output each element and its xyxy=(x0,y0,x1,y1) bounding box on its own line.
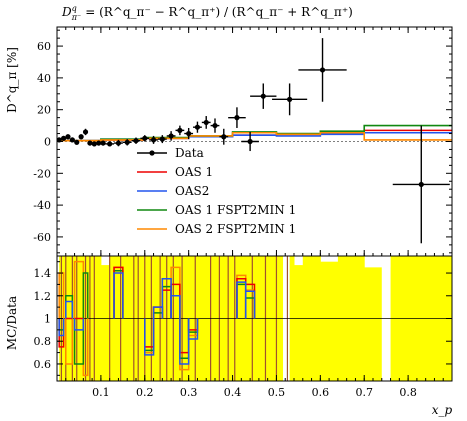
y-tick-label: 60 xyxy=(37,40,51,53)
data-point xyxy=(69,137,75,143)
data-point xyxy=(142,135,148,141)
legend-entry-label: OAS 1 FSPT2MIN 1 xyxy=(175,203,296,217)
data-points-group xyxy=(56,38,450,244)
legend-entry-label: Data xyxy=(175,146,204,160)
legend-entry-label: OAS 1 xyxy=(175,165,213,179)
ratio-y-tick-label: 1 xyxy=(44,313,51,326)
y-tick-label: 0 xyxy=(44,136,51,149)
data-point xyxy=(247,138,253,145)
legend-data-marker xyxy=(149,150,155,156)
ratio-mc-step xyxy=(244,290,256,319)
data-point xyxy=(319,67,326,73)
x-tick-label: 0.4 xyxy=(224,386,242,399)
data-point xyxy=(150,137,157,143)
x-tick-label: 0.1 xyxy=(92,386,110,399)
data-point xyxy=(74,139,80,145)
data-point xyxy=(65,134,71,140)
data-point xyxy=(260,93,266,99)
data-point xyxy=(115,140,122,146)
data-point xyxy=(177,127,183,133)
data-point xyxy=(60,135,67,141)
mc-series-line xyxy=(57,131,452,142)
ratio-mc-step xyxy=(58,318,65,337)
x-tick-label: 0.2 xyxy=(136,386,154,399)
ratio-mc-step xyxy=(179,318,190,365)
data-point xyxy=(124,139,130,145)
data-point xyxy=(234,115,240,121)
ratio-band-segment xyxy=(320,261,339,381)
ratio-y-tick-label: 0.8 xyxy=(34,335,52,348)
ratio-mc-step xyxy=(65,300,74,319)
y-tick-label: -60 xyxy=(33,231,51,244)
ratio-y-tick-label: 0.6 xyxy=(34,358,52,371)
data-point xyxy=(82,129,89,135)
ratio-mc-step xyxy=(170,295,181,319)
data-point xyxy=(168,133,174,139)
legend: Data OAS 1 OAS2 OAS 1 FSPT2MIN 1 OAS 2 FSPT2… xyxy=(137,146,296,236)
ratio-mc-step xyxy=(73,318,85,365)
ratio-y-tick-label: 1.2 xyxy=(34,290,52,303)
mc-series-group xyxy=(57,124,452,142)
data-point xyxy=(91,141,97,147)
data-point xyxy=(87,140,93,146)
x-tick-label: 0.8 xyxy=(399,386,417,399)
ratio-mc-step xyxy=(144,318,155,356)
x-tick-label: 0.5 xyxy=(268,386,286,399)
y-tick-label: 20 xyxy=(37,104,51,117)
data-point xyxy=(418,181,424,188)
y-tick-label: 40 xyxy=(37,72,51,85)
ratio-mc-step xyxy=(187,318,199,340)
ratio-mc-step xyxy=(65,318,74,365)
ratio-mc-step xyxy=(113,272,124,319)
tick-group: 60 40 20 0 -20 -40 -60 1.4 1.2 1 0.8 0.6 0.1 0.2 0.3 0.… xyxy=(33,27,452,399)
chart-title: Dq π⁻ = (R^q_π⁻ − R^q_π⁺) / (R^q_π⁻ + R^q_… xyxy=(61,4,353,22)
x-tick-label: 0.6 xyxy=(312,386,330,399)
data-point xyxy=(186,130,192,137)
data-point xyxy=(221,134,227,140)
data-point xyxy=(96,140,102,146)
data-point xyxy=(100,140,106,146)
ratio-mc-step xyxy=(82,272,89,319)
data-point xyxy=(212,122,218,129)
data-point xyxy=(287,96,293,102)
legend-entry-label: OAS2 xyxy=(175,184,209,198)
data-point xyxy=(107,141,113,147)
y-axis-label: D^q_π [%] xyxy=(5,47,19,113)
legend-entry-label: OAS 2 FSPT2MIN 1 xyxy=(175,222,296,236)
ratio-band-segment xyxy=(100,265,111,381)
ratio-y-tick-label: 1.4 xyxy=(34,267,52,280)
x-axis-label: x_p xyxy=(432,403,453,417)
data-point xyxy=(133,138,139,144)
ratio-y-axis-label: MC/Data xyxy=(5,296,19,350)
data-point xyxy=(203,119,209,126)
y-tick-label: -20 xyxy=(33,167,51,180)
ratio-band-segment xyxy=(294,265,304,381)
data-point xyxy=(159,136,165,142)
data-point xyxy=(194,124,201,130)
data-point xyxy=(78,134,84,140)
ratio-mc-lines xyxy=(57,260,452,377)
y-tick-label: -40 xyxy=(33,199,51,212)
x-tick-label: 0.3 xyxy=(180,386,198,399)
x-tick-label: 0.7 xyxy=(355,386,373,399)
ratio-mc-step xyxy=(73,318,85,331)
